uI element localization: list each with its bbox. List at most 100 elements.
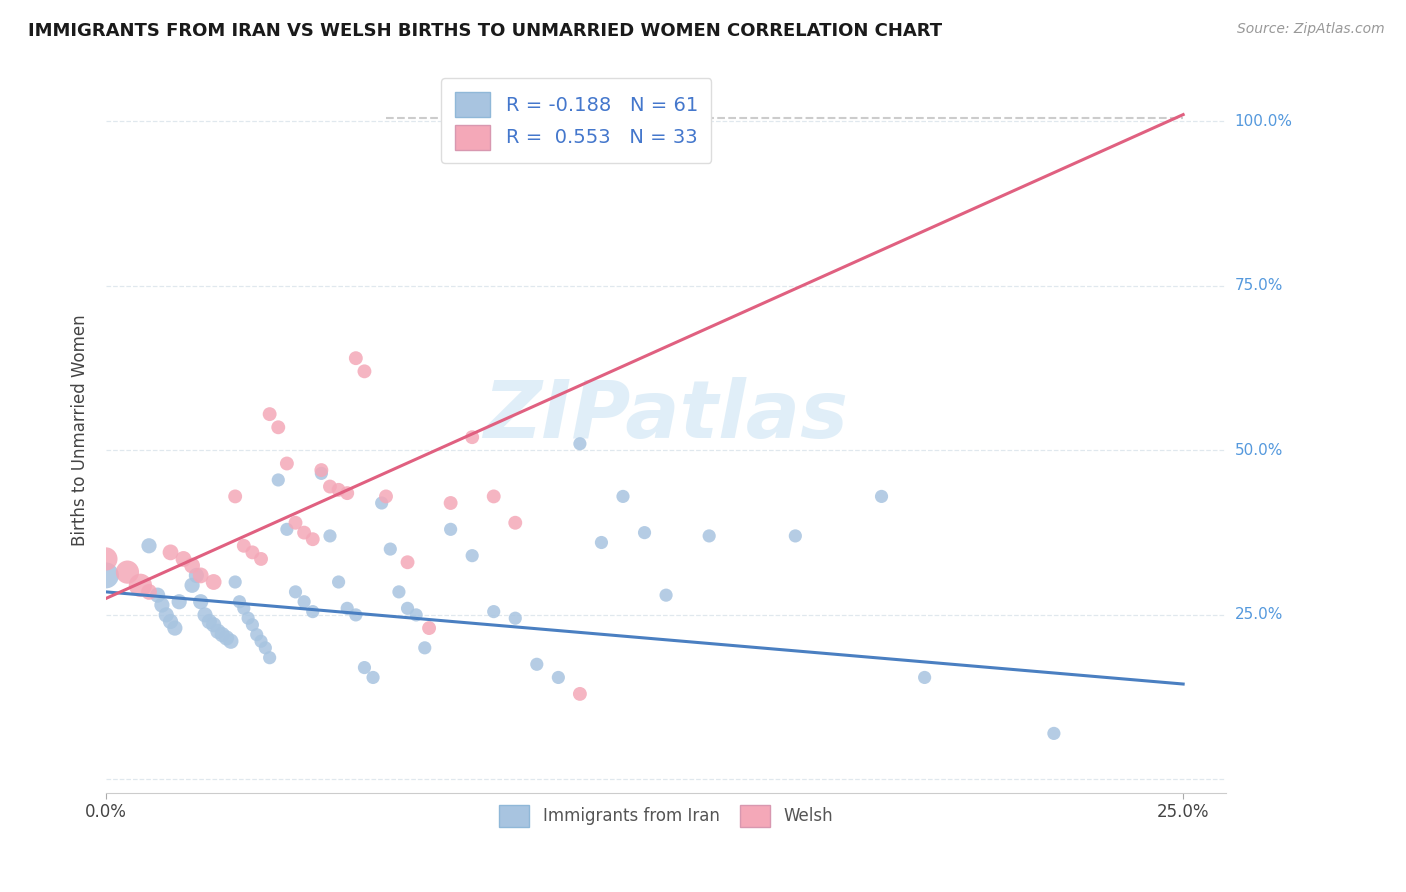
Point	[1043, 726, 1066, 740]
Point	[503, 516, 526, 530]
Point	[163, 621, 186, 635]
Point	[198, 615, 221, 629]
Text: 100.0%: 100.0%	[1234, 113, 1292, 128]
Point	[388, 585, 411, 599]
Point	[344, 607, 367, 622]
Point	[232, 539, 254, 553]
Point	[396, 601, 419, 615]
Point	[301, 532, 323, 546]
Point	[482, 605, 505, 619]
Point	[336, 601, 359, 615]
Point	[246, 628, 269, 642]
Point	[232, 601, 254, 615]
Point	[482, 490, 505, 504]
Point	[413, 640, 436, 655]
Point	[396, 555, 419, 569]
Point	[224, 490, 246, 504]
Point	[633, 525, 655, 540]
Point	[267, 420, 290, 434]
Point	[655, 588, 678, 602]
Point	[94, 568, 117, 582]
Point	[591, 535, 613, 549]
Point	[284, 585, 307, 599]
Point	[259, 407, 281, 421]
Point	[129, 578, 152, 592]
Point	[440, 522, 463, 536]
Point	[276, 522, 298, 536]
Point	[242, 617, 264, 632]
Point	[914, 670, 936, 684]
Point	[353, 364, 375, 378]
Text: 75.0%: 75.0%	[1234, 278, 1282, 293]
Point	[344, 351, 367, 366]
Point	[159, 615, 181, 629]
Text: ZIPatlas: ZIPatlas	[484, 377, 849, 455]
Text: Source: ZipAtlas.com: Source: ZipAtlas.com	[1237, 22, 1385, 37]
Point	[405, 607, 427, 622]
Point	[138, 585, 160, 599]
Point	[418, 621, 440, 635]
Point	[194, 607, 217, 622]
Text: 25.0%: 25.0%	[1234, 607, 1282, 623]
Point	[167, 595, 190, 609]
Point	[284, 516, 307, 530]
Point	[211, 628, 233, 642]
Point	[319, 479, 342, 493]
Point	[155, 607, 177, 622]
Point	[375, 490, 398, 504]
Point	[267, 473, 290, 487]
Point	[547, 670, 569, 684]
Point	[328, 574, 350, 589]
Point	[612, 490, 634, 504]
Point	[568, 687, 591, 701]
Point	[301, 605, 323, 619]
Text: IMMIGRANTS FROM IRAN VS WELSH BIRTHS TO UNMARRIED WOMEN CORRELATION CHART: IMMIGRANTS FROM IRAN VS WELSH BIRTHS TO …	[28, 22, 942, 40]
Point	[138, 539, 160, 553]
Point	[276, 457, 298, 471]
Point	[236, 611, 259, 625]
Point	[311, 463, 333, 477]
Point	[190, 595, 212, 609]
Text: 50.0%: 50.0%	[1234, 442, 1282, 458]
Point	[190, 568, 212, 582]
Point	[250, 552, 273, 566]
Point	[159, 545, 181, 559]
Point	[461, 549, 484, 563]
Point	[353, 660, 375, 674]
Point	[228, 595, 250, 609]
Point	[224, 574, 246, 589]
Point	[150, 598, 173, 612]
Point	[785, 529, 807, 543]
Point	[202, 617, 225, 632]
Point	[292, 525, 315, 540]
Y-axis label: Births to Unmarried Women: Births to Unmarried Women	[72, 315, 89, 547]
Point	[250, 634, 273, 648]
Point	[370, 496, 392, 510]
Point	[361, 670, 384, 684]
Point	[219, 634, 242, 648]
Point	[328, 483, 350, 497]
Point	[254, 640, 277, 655]
Point	[172, 552, 194, 566]
Point	[461, 430, 484, 444]
Point	[697, 529, 720, 543]
Point	[440, 496, 463, 510]
Point	[242, 545, 264, 559]
Point	[117, 565, 139, 579]
Legend: Immigrants from Iran, Welsh: Immigrants from Iran, Welsh	[491, 797, 841, 835]
Point	[207, 624, 229, 639]
Point	[186, 568, 208, 582]
Point	[568, 436, 591, 450]
Point	[94, 552, 117, 566]
Point	[259, 650, 281, 665]
Point	[181, 558, 204, 573]
Point	[181, 578, 204, 592]
Point	[292, 595, 315, 609]
Point	[503, 611, 526, 625]
Point	[319, 529, 342, 543]
Point	[336, 486, 359, 500]
Point	[380, 542, 402, 557]
Point	[146, 588, 169, 602]
Point	[870, 490, 893, 504]
Point	[526, 657, 548, 672]
